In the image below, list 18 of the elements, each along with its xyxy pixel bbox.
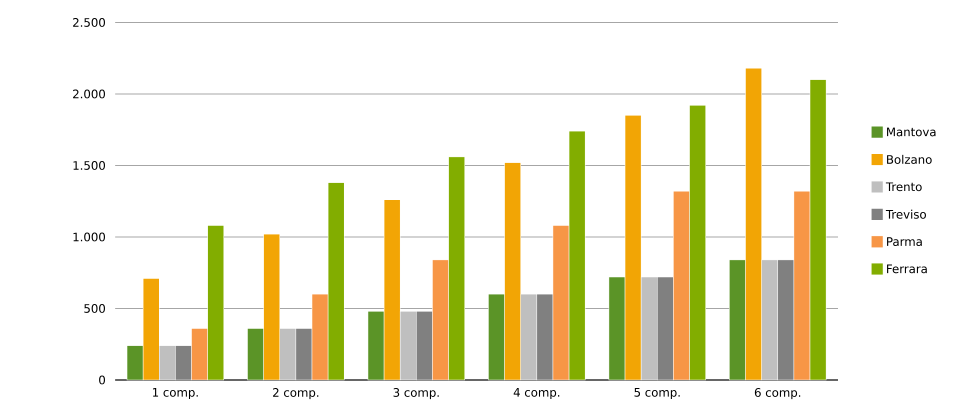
legend-label: Mantova bbox=[887, 128, 936, 136]
y-tick-label: 0 bbox=[99, 375, 105, 384]
legend-label: Bolzano bbox=[887, 154, 932, 164]
x-tick-label: 6 comp. bbox=[754, 388, 800, 400]
y-tick-label: 1.000 bbox=[74, 232, 105, 242]
y-tick-label: 500 bbox=[84, 304, 105, 313]
x-tick-label: 4 comp. bbox=[514, 388, 560, 399]
y-tick-label: 2.000 bbox=[73, 89, 105, 98]
x-tick-label: 1 comp. bbox=[152, 388, 198, 399]
legend-label: Ferrara bbox=[887, 264, 927, 274]
x-tick-label: 3 comp. bbox=[394, 388, 439, 400]
legend-label: Trento bbox=[886, 182, 922, 192]
legend-label: Parma bbox=[887, 237, 922, 246]
x-tick-label: 5 comp. bbox=[634, 388, 680, 399]
y-tick-label: 1.500 bbox=[74, 160, 105, 170]
legend-label: Treviso bbox=[886, 210, 926, 219]
x-tick-label: 2 comp. bbox=[273, 388, 318, 400]
y-tick-label: 2.500 bbox=[73, 18, 105, 27]
